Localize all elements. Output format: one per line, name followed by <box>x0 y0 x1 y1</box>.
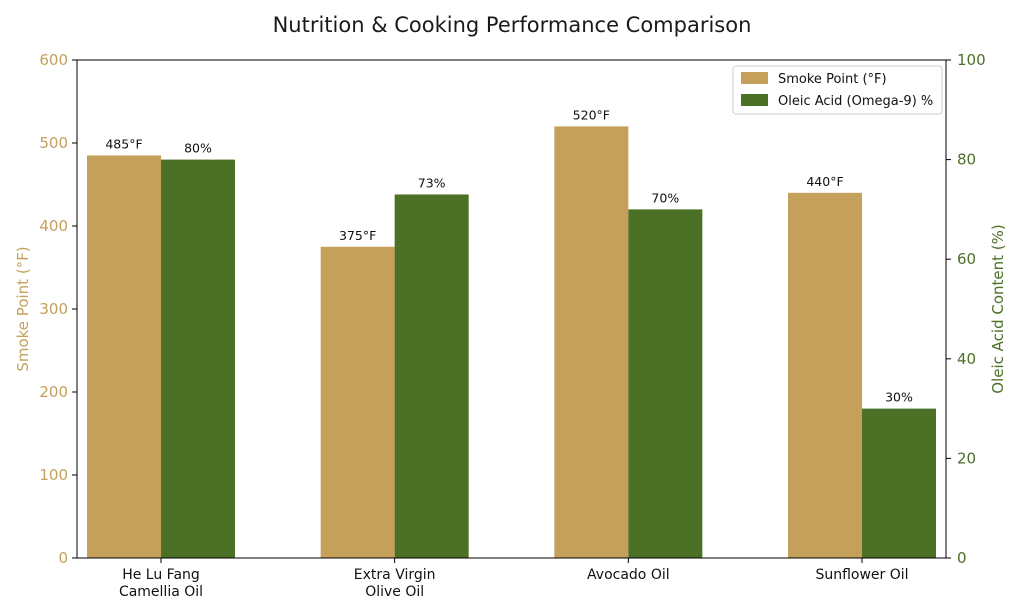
left-tick-label-600: 600 <box>39 51 68 69</box>
right-tick-label-20: 20 <box>957 449 976 467</box>
right-tick-label-40: 40 <box>957 350 976 368</box>
right-tick-label-100: 100 <box>957 51 986 69</box>
left-tick-label-400: 400 <box>39 217 68 235</box>
data-label-smoke-he-lu-fang-camellia-oil: 485°F <box>105 136 142 151</box>
data-label-oleic-he-lu-fang-camellia-oil: 80% <box>184 141 212 156</box>
right-tick-label-0: 0 <box>957 549 967 567</box>
data-label-smoke-avocado-oil: 520°F <box>573 107 610 122</box>
x-axis: He Lu Fang Camellia Oil Extra Virgin Olive … <box>119 558 909 600</box>
right-tick-label-60: 60 <box>957 250 976 268</box>
left-tick-label-500: 500 <box>39 134 68 152</box>
right-tick-label-80: 80 <box>957 151 976 169</box>
left-tick-label-200: 200 <box>39 383 68 401</box>
bars-layer <box>87 126 936 559</box>
left-tick-label-100: 100 <box>39 466 68 484</box>
legend-box <box>732 65 943 115</box>
bar-smoke-extra-virgin-olive-oil <box>320 246 395 558</box>
bar-smoke-he-lu-fang-camellia-oil <box>87 155 161 558</box>
right-axis: 0 20 40 60 80 100 <box>946 51 986 567</box>
legend-swatch-smoke-point <box>741 72 768 84</box>
left-axis-title: Smoke Point (°F) <box>14 246 32 371</box>
legend-swatch-oleic-acid <box>741 94 768 106</box>
data-label-oleic-extra-virgin-olive-oil: 73% <box>418 175 446 190</box>
legend-label-smoke-point: Smoke Point (°F) <box>778 72 887 87</box>
data-label-oleic-sunflower-oil: 30% <box>885 390 913 405</box>
legend-label-oleic-acid: Oleic Acid (Omega-9) % <box>778 94 933 109</box>
x-tick-label-extra-virgin-olive-oil: Extra Virgin Olive Oil <box>354 567 436 600</box>
x-tick-label-sunflower-oil: Sunflower Oil <box>815 567 908 583</box>
bar-oleic-sunflower-oil <box>862 408 936 558</box>
bar-smoke-avocado-oil <box>554 126 629 559</box>
bar-smoke-sunflower-oil <box>788 192 862 559</box>
data-labels-layer: 485°F 80% 375°F 73% 520°F 70% 440°F 30% <box>105 107 913 404</box>
left-tick-label-300: 300 <box>39 300 68 318</box>
bar-oleic-avocado-oil <box>628 209 703 558</box>
left-tick-label-0: 0 <box>58 549 68 567</box>
data-label-smoke-sunflower-oil: 440°F <box>806 174 843 189</box>
bar-oleic-he-lu-fang-camellia-oil <box>161 159 235 558</box>
legend: Smoke Point (°F) Oleic Acid (Omega-9) % <box>732 65 943 115</box>
bar-oleic-extra-virgin-olive-oil <box>394 194 469 558</box>
left-axis: 0 100 200 300 400 500 600 <box>39 51 77 567</box>
data-label-oleic-avocado-oil: 70% <box>651 190 679 205</box>
x-tick-label-avocado-oil: Avocado Oil <box>587 567 670 583</box>
right-axis-title: Oleic Acid Content (%) <box>989 224 1007 393</box>
data-label-smoke-extra-virgin-olive-oil: 375°F <box>339 228 376 243</box>
chart-title: Nutrition & Cooking Performance Comparis… <box>273 13 752 37</box>
x-tick-label-he-lu-fang-camellia-oil: He Lu Fang Camellia Oil <box>119 567 203 600</box>
